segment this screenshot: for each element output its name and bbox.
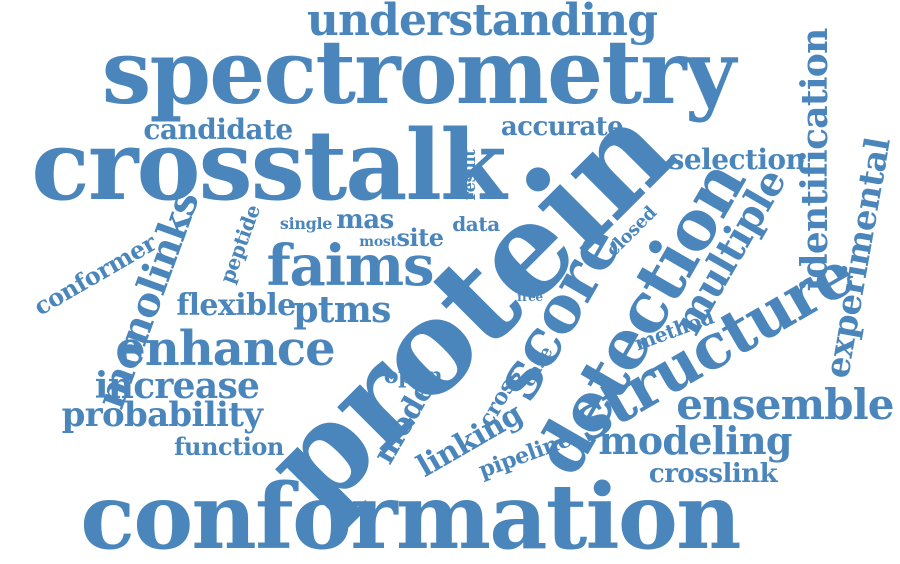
word-understanding: understanding	[306, 0, 658, 46]
word-open: open	[383, 363, 443, 389]
word-site: site	[396, 223, 444, 252]
word-modeling: modeling	[598, 418, 792, 463]
word-accurate: accurate	[500, 112, 624, 142]
word-probability: probability	[61, 395, 263, 435]
word-enhance: enhance	[115, 321, 335, 377]
word-crosslink: crosslink	[648, 459, 778, 489]
word-ensemble: ensemble	[676, 380, 894, 429]
word-free: free	[517, 290, 543, 304]
word-single: single	[279, 214, 333, 233]
word-flexible: flexible	[176, 288, 296, 323]
word-function: function	[174, 432, 284, 461]
word-most: most	[359, 234, 397, 250]
word-ptms: ptms	[293, 289, 391, 331]
word-faims: faims	[266, 233, 435, 299]
word-data: data	[452, 212, 500, 236]
word-increase: increase	[94, 365, 260, 407]
word-candidate: candidate	[143, 113, 293, 146]
word-conformation: conformation	[80, 464, 741, 564]
word-selection: selection	[668, 143, 806, 176]
word-crosstalk: crosstalk	[31, 109, 506, 222]
word-result: result	[460, 149, 479, 201]
word-spectrometry: spectrometry	[101, 20, 736, 124]
word-mas: mas	[336, 205, 394, 235]
